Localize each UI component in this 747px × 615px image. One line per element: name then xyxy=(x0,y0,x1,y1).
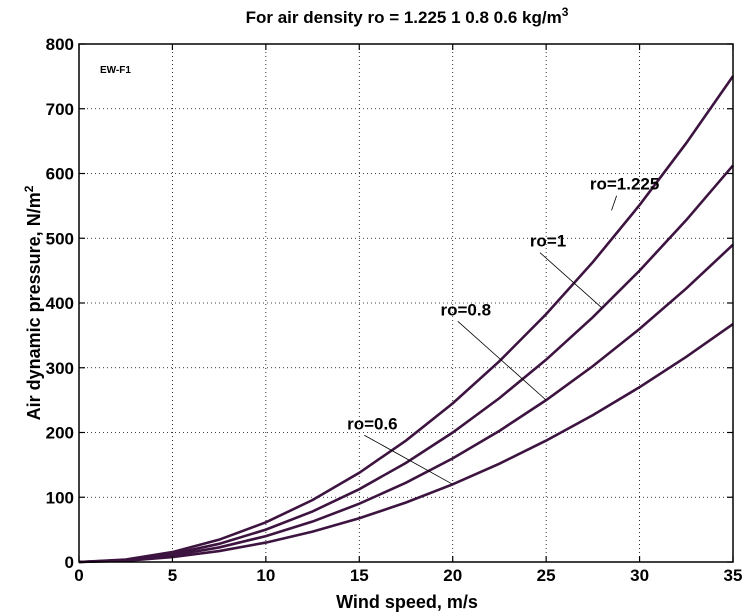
y-axis-label-sup: 2 xyxy=(22,185,36,192)
annotations: ro=1.225 ro=1 ro=0.8 ro=0.6 xyxy=(347,175,659,485)
x-tick-label: 5 xyxy=(168,566,177,585)
x-tick-label: 30 xyxy=(630,566,649,585)
x-tick-label: 35 xyxy=(724,566,743,585)
x-ticks: 0 5 10 15 20 25 30 35 xyxy=(74,44,742,585)
x-tick-label: 15 xyxy=(350,566,369,585)
y-tick-label: 500 xyxy=(46,229,74,248)
series-line-ro=1 xyxy=(78,164,734,564)
x-axis-label: Wind speed, m/s xyxy=(336,592,478,612)
chart-title: For air density ro = 1.225 1 0.8 0.6 kg/… xyxy=(246,5,569,27)
annotation-label: ro=1.225 xyxy=(590,175,659,194)
annotation-label: ro=0.6 xyxy=(347,414,398,433)
y-tick-label: 700 xyxy=(46,100,74,119)
y-tick-label: 300 xyxy=(46,359,74,378)
x-tick-label: 0 xyxy=(74,566,83,585)
annotation-label: ro=0.8 xyxy=(441,300,492,319)
y-axis-label: Air dynamic pressure, N/m2 xyxy=(22,185,44,420)
plot-frame xyxy=(78,43,734,563)
annotation-leader xyxy=(539,252,603,309)
annotation-label: ro=1 xyxy=(530,232,566,251)
y-tick-label: 0 xyxy=(65,553,74,572)
annotation-leader xyxy=(457,321,547,401)
x-tick-label: 25 xyxy=(537,566,556,585)
chart-title-sup: 3 xyxy=(562,5,569,19)
y-tick-label: 200 xyxy=(46,424,74,443)
annotation-leader xyxy=(611,195,618,211)
grid xyxy=(79,44,733,562)
y-tick-label: 800 xyxy=(46,35,74,54)
series-line-ro=0.6 xyxy=(78,322,734,564)
y-axis-label-main: Air dynamic pressure, N/m xyxy=(24,192,44,420)
series-line-ro=1.225 xyxy=(78,75,735,564)
series-line-ro=0.8 xyxy=(78,243,734,564)
corner-tag: EW-F1 xyxy=(100,65,131,76)
y-tick-label: 100 xyxy=(46,488,74,507)
chart-title-main: For air density ro = 1.225 1 0.8 0.6 kg/… xyxy=(246,8,562,27)
y-ticks: 0 100 200 300 400 500 600 700 800 xyxy=(46,35,733,572)
y-tick-label: 400 xyxy=(46,294,74,313)
annotation-leader xyxy=(364,434,453,485)
y-tick-label: 600 xyxy=(46,165,74,184)
x-tick-label: 10 xyxy=(256,566,275,585)
curves xyxy=(78,75,735,564)
x-tick-label: 20 xyxy=(443,566,462,585)
